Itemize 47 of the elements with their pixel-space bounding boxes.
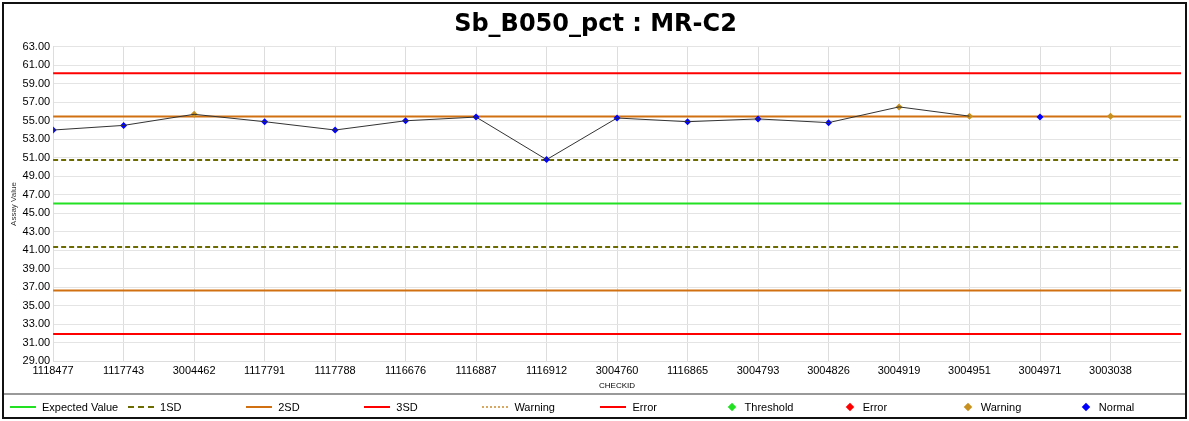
y-tick-label: 45.00: [22, 206, 51, 219]
x-tick-label: 3004462: [172, 363, 216, 376]
x-tick-label: 3004951: [948, 363, 991, 376]
x-tick-label: 1117743: [103, 363, 145, 376]
point: [1036, 113, 1044, 121]
legend-label: 2SD: [278, 401, 300, 413]
legend-label: Error: [632, 401, 657, 413]
x-axis-title: CHECKID: [599, 381, 636, 391]
legend-label: Expected Value: [42, 401, 119, 413]
x-tick-label: 1116912: [525, 363, 568, 376]
y-tick-label: 35.00: [22, 298, 51, 311]
x-tick-label: 1116887: [455, 363, 497, 376]
y-tick-label: 51.00: [22, 150, 51, 163]
y-tick-label: 59.00: [22, 76, 51, 89]
y-tick-label: 39.00: [22, 261, 51, 274]
y-tick-label: 63.00: [22, 39, 51, 52]
legend-label: Error: [862, 401, 888, 413]
x-tick-label: 3004919: [877, 363, 921, 376]
point: [1107, 112, 1115, 120]
x-tick-label: 1117788: [314, 363, 356, 376]
x-tick-label: 3004760: [595, 363, 639, 376]
x-tick-label: 3004826: [807, 363, 850, 376]
y-axis-title: Assay Value: [9, 181, 18, 226]
legend-label: 1SD: [160, 401, 182, 413]
x-tick-label: 1116865: [666, 363, 709, 376]
y-tick-label: 31.00: [22, 335, 51, 348]
y-tick-label: 33.00: [22, 317, 51, 330]
y-tick-label: 53.00: [22, 132, 51, 145]
y-tick-label: 47.00: [22, 187, 51, 200]
x-tick-label: 3004971: [1018, 363, 1062, 376]
x-tick-label: 1116676: [384, 363, 427, 376]
x-tick-label: 3004793: [736, 363, 780, 376]
legend-label: Normal: [1098, 401, 1135, 413]
x-tick-label: 3003038: [1089, 363, 1132, 376]
y-tick-label: 61.00: [22, 58, 51, 71]
x-tick-label: 1117791: [244, 363, 286, 376]
legend-label: Warning: [514, 401, 555, 413]
legend-label: Threshold: [744, 401, 794, 413]
y-tick-label: 43.00: [22, 224, 51, 237]
y-tick-label: 41.00: [22, 243, 51, 256]
y-tick-label: 55.00: [22, 113, 51, 126]
y-tick-label: 49.00: [22, 169, 51, 182]
y-tick-label: 37.00: [22, 280, 51, 293]
y-tick-label: 57.00: [22, 95, 51, 108]
legend-label: 3SD: [396, 401, 418, 413]
chart-title: Sb_B050_pct : MR-C2: [454, 8, 737, 37]
legend-label: Warning: [980, 401, 1022, 413]
